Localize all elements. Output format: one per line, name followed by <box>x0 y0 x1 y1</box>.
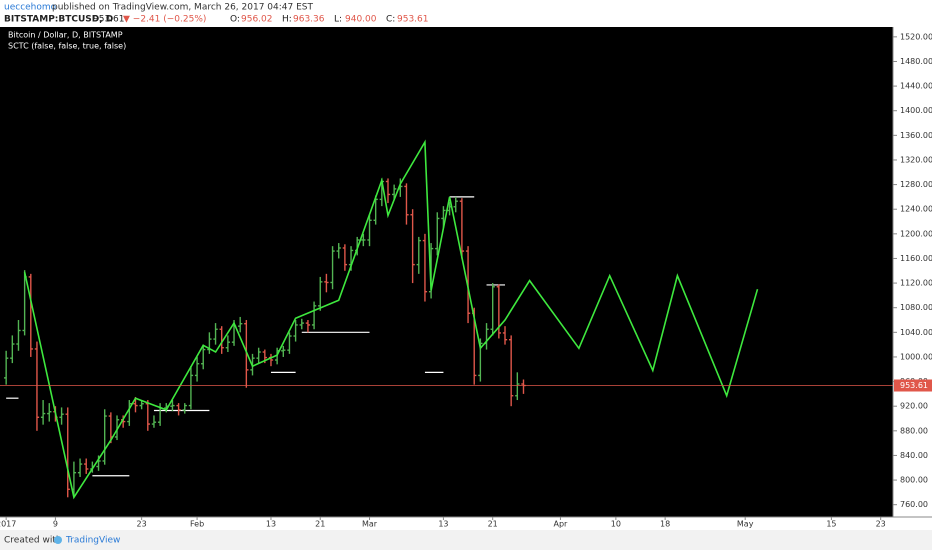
ohlc-value: 940.00 <box>345 15 377 25</box>
last-price-label: 953.61 <box>900 381 928 390</box>
x-tick-label: Apr <box>554 520 569 529</box>
y-tick-label: 1160.00 <box>900 254 932 263</box>
y-tick-label: 880.00 <box>900 426 928 435</box>
x-tick-label: 13 <box>266 520 276 529</box>
x-tick-label: 9 <box>53 520 58 529</box>
ohlc-label: L: <box>334 15 342 25</box>
y-tick-label: 1000.00 <box>900 352 932 361</box>
y-tick-label: 1360.00 <box>900 131 932 140</box>
y-tick-label: 920.00 <box>900 402 928 411</box>
indicator-line <box>23 139 759 500</box>
author-link[interactable]: ueccehomo <box>4 3 57 13</box>
price: 953.61 <box>93 15 125 25</box>
brand-icon <box>54 536 62 544</box>
y-tick-label: 1120.00 <box>900 279 932 288</box>
x-tick-label: 15 <box>826 520 836 529</box>
footer-text: Created with <box>4 536 62 546</box>
y-tick-label: 1280.00 <box>900 180 932 189</box>
y-tick-label: 800.00 <box>900 476 928 485</box>
plot-layer <box>4 139 759 500</box>
x-tick-label: 21 <box>488 520 498 529</box>
x-tick-label: 18 <box>660 520 670 529</box>
x-tick-label: 13 <box>438 520 448 529</box>
x-tick-label: 21 <box>315 520 325 529</box>
y-tick-label: 1320.00 <box>900 155 932 164</box>
y-tick-label: 1080.00 <box>900 303 932 312</box>
x-tick-label: Feb <box>190 520 204 529</box>
x-tick-label: 23 <box>137 520 147 529</box>
plot-area <box>0 27 893 517</box>
y-tick-label: 1040.00 <box>900 328 932 337</box>
published-text: published on TradingView.com, March 26, … <box>52 3 313 13</box>
x-tick-label: Mar <box>362 520 378 529</box>
y-tick-label: 760.00 <box>900 500 928 509</box>
last-price-box <box>894 379 932 392</box>
x-tick-label: 10 <box>611 520 621 529</box>
ohlc-label: H: <box>282 15 292 25</box>
x-tick-label: 2017 <box>0 520 16 529</box>
change: ▼ −2.41 (−0.25%) <box>123 15 206 25</box>
ohlc-value: 963.36 <box>293 15 325 25</box>
y-tick-label: 1520.00 <box>900 32 932 41</box>
indicator-legend: SCTC (false, false, true, false) <box>8 42 126 51</box>
ohlc-label: O: <box>230 15 240 25</box>
ohlc-value: 956.02 <box>241 15 273 25</box>
x-tick-label: May <box>737 520 754 529</box>
y-tick-label: 1400.00 <box>900 106 932 115</box>
chart-title: Bitcoin / Dollar, D, BITSTAMP <box>8 31 123 40</box>
y-tick-label: 840.00 <box>900 451 928 460</box>
y-tick-label: 1480.00 <box>900 57 932 66</box>
y-tick-label: 1240.00 <box>900 205 932 214</box>
symbol: BITSTAMP:BTCUSD, D <box>4 15 113 25</box>
y-tick-label: 1440.00 <box>900 82 932 91</box>
ohlc-label: C: <box>386 15 395 25</box>
y-tick-label: 1200.00 <box>900 229 932 238</box>
footer-bar <box>0 530 932 550</box>
x-tick-label: 23 <box>876 520 886 529</box>
brand-link[interactable]: TradingView <box>65 536 120 546</box>
ohlc-value: 953.61 <box>397 15 429 25</box>
